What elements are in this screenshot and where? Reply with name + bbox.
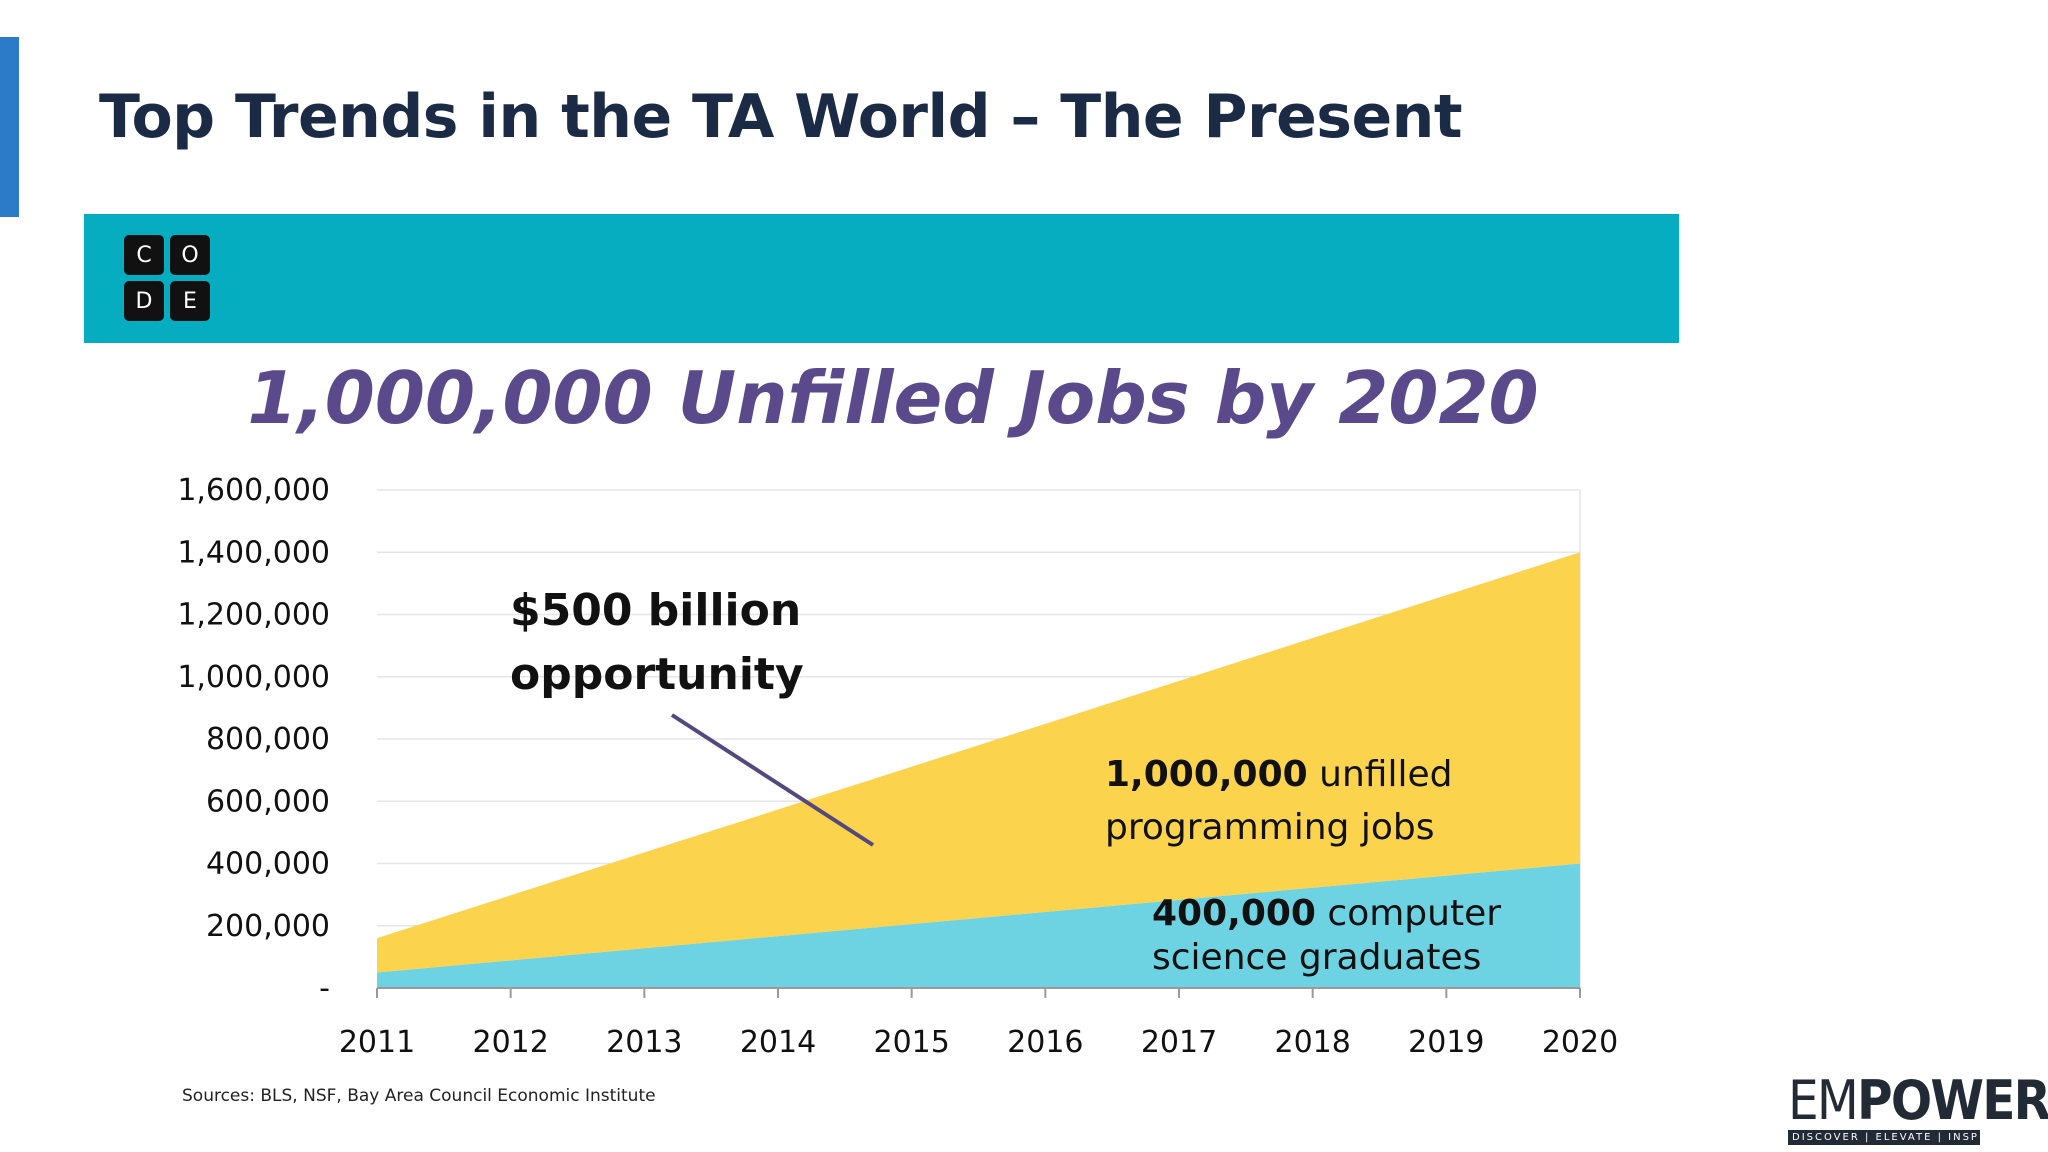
sources-note: Sources: BLS, NSF, Bay Area Council Econ… — [182, 1086, 656, 1106]
code-logo-letter-d: D — [124, 281, 164, 321]
annotation-opportunity-line2: opportunity — [510, 649, 804, 700]
x-tick-label: 2019 — [1408, 1025, 1484, 1060]
x-tick-label: 2020 — [1542, 1025, 1618, 1060]
code-logo-letter-o: O — [170, 235, 210, 275]
y-tick-label: 1,000,000 — [177, 660, 330, 695]
annotation-grads-count: 400,000 — [1152, 893, 1316, 934]
annotation-jobs-line1: 1,000,000 unfilled — [1105, 754, 1452, 795]
x-tick-label: 2013 — [606, 1025, 682, 1060]
annotation-opportunity-line1: $500 billion — [510, 585, 801, 636]
code-org-logo: C O D E — [124, 235, 210, 321]
slide-title: Top Trends in the TA World – The Present — [99, 82, 1463, 152]
annotation-opportunity: $500 billion opportunity — [510, 585, 875, 847]
chart-title: 1,000,000 Unfilled Jobs by 2020 — [247, 356, 1538, 440]
annotation-jobs-line2: programming jobs — [1105, 807, 1434, 848]
y-tick-label: 1,200,000 — [177, 598, 330, 633]
x-tick-label: 2015 — [873, 1025, 949, 1060]
y-axis-ticks: - 200,000 400,000 600,000 800,000 1,000,000 1,… — [177, 473, 330, 1006]
annotation-grads: 400,000 computer science graduates — [1152, 893, 1501, 978]
y-tick-label: 600,000 — [206, 784, 330, 819]
annotation-grads-line2: science graduates — [1152, 937, 1481, 978]
x-axis-ticks: 2011 2012 2013 2014 2015 2016 2017 2018 2019 2020 — [339, 1025, 1618, 1060]
annotation-jobs: 1,000,000 unfilled programming jobs — [1105, 754, 1452, 848]
chart-areas — [377, 552, 1580, 988]
code-logo-letter-e: E — [170, 281, 210, 321]
area-series-2 — [377, 552, 1580, 973]
accent-bar — [0, 37, 19, 217]
x-tick-label: 2018 — [1274, 1025, 1350, 1060]
y-tick-label: 200,000 — [206, 909, 330, 944]
empower-word-regular: EM — [1788, 1069, 1859, 1132]
x-tick-label: 2012 — [472, 1025, 548, 1060]
annotation-pointer-line — [670, 713, 875, 847]
x-tick-label: 2011 — [339, 1025, 415, 1060]
empower-logo: EMPOWER DISCOVER | ELEVATE | INSPIRE — [1788, 1074, 2048, 1145]
code-logo-letter-c: C — [124, 235, 164, 275]
empower-word-bold: POWER — [1857, 1069, 2048, 1132]
y-tick-label: 400,000 — [206, 847, 330, 882]
x-tick-label: 2016 — [1007, 1025, 1083, 1060]
y-tick-label: - — [319, 971, 330, 1006]
code-banner — [84, 214, 1679, 343]
empower-tagline: DISCOVER | ELEVATE | INSPIRE — [1788, 1130, 1980, 1145]
y-tick-label: 1,600,000 — [177, 473, 330, 508]
annotation-grads-line1: 400,000 computer — [1152, 893, 1501, 934]
chart-axes — [376, 987, 1581, 998]
annotation-jobs-count: 1,000,000 — [1105, 754, 1308, 795]
annotation-jobs-rest: unfilled — [1308, 754, 1453, 795]
y-tick-label: 1,400,000 — [177, 535, 330, 570]
empower-wordmark: EMPOWER — [1788, 1074, 2048, 1128]
annotation-grads-rest: computer — [1316, 893, 1501, 934]
x-tick-label: 2017 — [1141, 1025, 1217, 1060]
y-tick-label: 800,000 — [206, 722, 330, 757]
x-tick-label: 2014 — [740, 1025, 816, 1060]
area-series-1 — [377, 863, 1580, 988]
